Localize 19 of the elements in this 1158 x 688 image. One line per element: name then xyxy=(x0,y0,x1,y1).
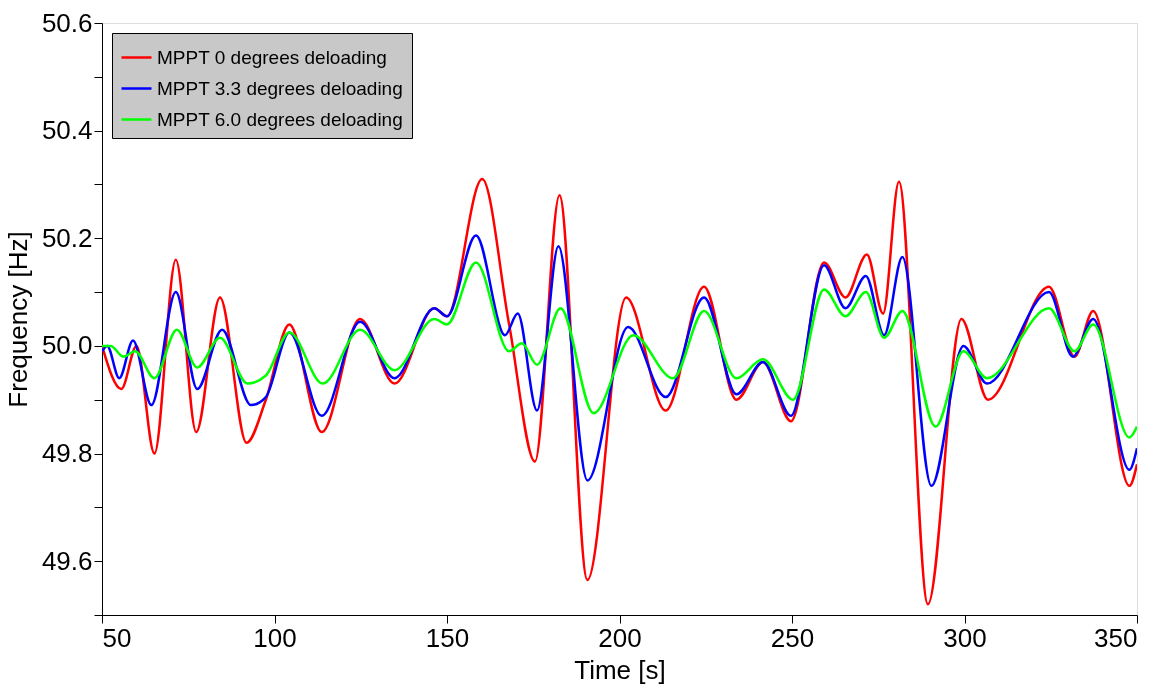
y-tick-label: 50.0 xyxy=(41,330,93,361)
x-tick-label: 200 xyxy=(598,622,642,653)
x-tick-label: 350 xyxy=(1094,622,1138,653)
legend-label: MPPT 3.3 degrees deloading xyxy=(157,77,403,99)
x-tick-label: 50 xyxy=(102,622,132,653)
x-tick-label: 150 xyxy=(425,622,470,653)
legend-label: MPPT 6.0 degrees deloading xyxy=(157,108,403,130)
y-axis-title: Frequency [Hz] xyxy=(2,231,33,408)
x-tick-label: 100 xyxy=(253,622,297,653)
line-series xyxy=(102,261,1137,439)
y-tick-label: 50.4 xyxy=(41,115,93,146)
x-tick-label: 300 xyxy=(943,622,987,653)
y-tick-label: 50.6 xyxy=(41,7,93,38)
x-axis-title: Time [s] xyxy=(574,654,666,685)
y-tick-label: 49.8 xyxy=(41,438,93,469)
legend-label: MPPT 0 degrees deloading xyxy=(157,46,387,68)
y-tick-label: 50.2 xyxy=(41,222,93,253)
y-tick-label: 49.6 xyxy=(41,545,93,576)
x-tick-label: 250 xyxy=(770,622,815,653)
